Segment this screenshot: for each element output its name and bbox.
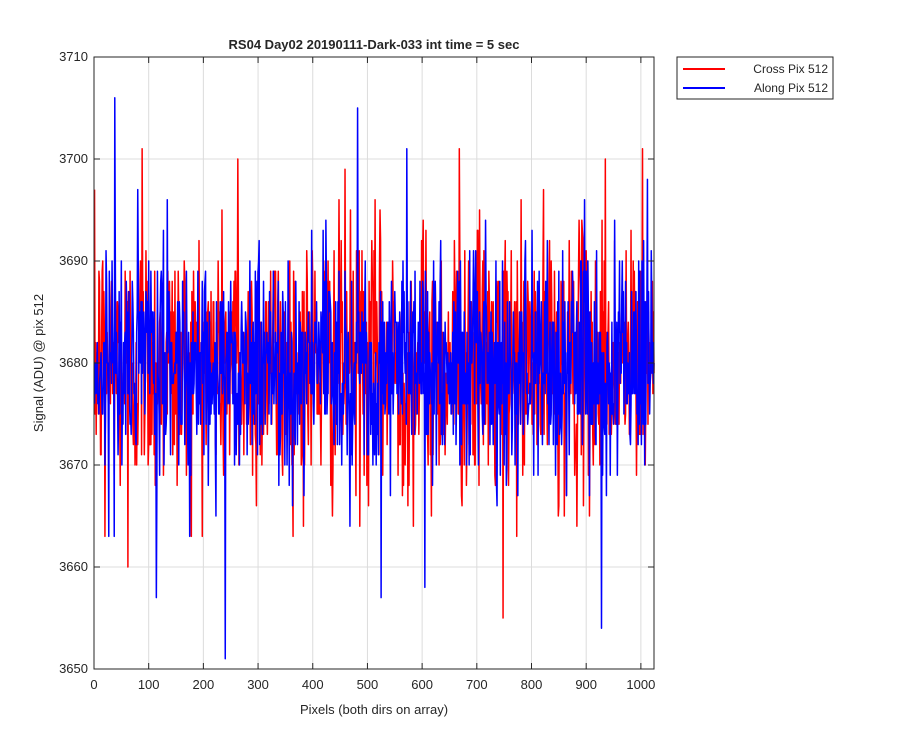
y-tick-label: 3710 [59,49,88,64]
x-tick-label: 400 [302,677,324,692]
y-axis-label: Signal (ADU) @ pix 512 [31,294,46,432]
x-tick-label: 100 [138,677,160,692]
axis-ticks: 0 100 200 300 400 500 600 700 800 900 1000 3650 3660… [59,49,655,692]
x-tick-label: 600 [411,677,433,692]
x-tick-label: 200 [193,677,215,692]
x-tick-label: 500 [357,677,379,692]
series-layer [93,97,655,660]
x-tick-label: 700 [466,677,488,692]
legend-label-cross: Cross Pix 512 [753,62,828,76]
legend-box [676,56,834,100]
y-tick-label: 3660 [59,559,88,574]
x-tick-label: 800 [521,677,543,692]
y-tick-label: 3690 [59,253,88,268]
y-tick-label: 3680 [59,355,88,370]
x-tick-label: 900 [575,677,597,692]
legend-label-along: Along Pix 512 [754,81,828,95]
series-along-pix-512 [93,97,655,660]
y-tick-label: 3700 [59,151,88,166]
y-tick-label: 3670 [59,457,88,472]
legend: Cross Pix 512 Along Pix 512 [676,56,834,100]
x-tick-label: 0 [90,677,97,692]
chart-title: RS04 Day02 20190111-Dark-033 int time = … [229,37,520,52]
x-tick-label: 1000 [626,677,655,692]
x-axis-label: Pixels (both dirs on array) [300,702,448,717]
y-tick-label: 3650 [59,661,88,676]
x-tick-label: 300 [247,677,269,692]
